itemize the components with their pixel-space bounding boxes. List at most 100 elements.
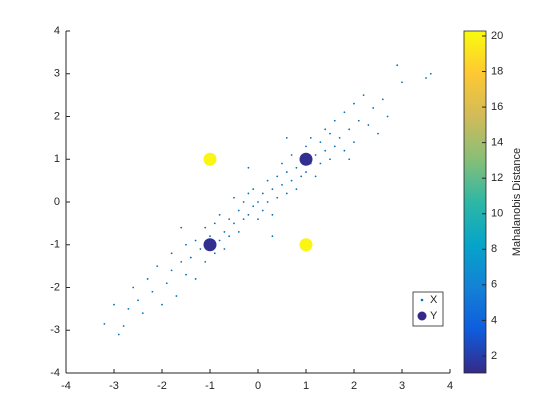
point <box>156 265 159 268</box>
colorbar-tick-label: 4 <box>491 314 497 326</box>
point <box>295 166 298 169</box>
point <box>161 303 163 306</box>
point <box>170 269 173 272</box>
point <box>285 171 288 173</box>
point <box>305 171 307 173</box>
point <box>309 136 312 139</box>
point <box>141 312 144 315</box>
colorbar-tick-label: 6 <box>491 279 497 291</box>
point <box>281 184 283 186</box>
y-tick-label: 0 <box>54 196 60 208</box>
colorbar-label: Mahalanobis Distance <box>511 148 523 256</box>
point <box>381 98 384 101</box>
point <box>396 64 399 67</box>
point <box>242 218 245 221</box>
point <box>218 213 221 216</box>
y-tick-label: 1 <box>54 153 60 165</box>
point <box>213 252 216 255</box>
point <box>165 282 168 285</box>
point <box>305 145 307 148</box>
point <box>204 226 207 229</box>
point <box>333 145 336 148</box>
colorbar-tick-label: 16 <box>491 101 503 113</box>
point <box>377 132 379 135</box>
point <box>247 166 250 169</box>
point <box>233 222 235 225</box>
point <box>257 218 259 221</box>
point <box>146 278 149 280</box>
point <box>343 149 346 152</box>
point <box>228 235 231 238</box>
legend <box>412 291 444 327</box>
point <box>180 226 183 229</box>
point <box>185 273 187 276</box>
point <box>295 188 298 191</box>
point <box>314 175 317 178</box>
point <box>257 201 259 203</box>
point <box>218 239 221 242</box>
point <box>271 235 274 238</box>
legend-label: Y <box>430 310 438 322</box>
point <box>228 218 231 221</box>
point <box>213 222 216 225</box>
point <box>185 243 187 246</box>
point <box>242 201 245 203</box>
x-tick-label: 0 <box>255 380 261 392</box>
colorbar-tick-label: 12 <box>491 172 503 184</box>
point <box>324 149 327 152</box>
point <box>319 162 322 165</box>
point <box>372 107 375 109</box>
y-tick-label: -1 <box>50 239 60 251</box>
point <box>209 235 211 238</box>
x-tick-label: -4 <box>61 380 71 392</box>
point <box>233 196 235 199</box>
point <box>103 322 106 325</box>
point <box>189 256 192 259</box>
point <box>194 278 197 280</box>
colorbar-tick-label: 14 <box>491 137 503 149</box>
point <box>324 128 327 131</box>
point <box>285 192 288 195</box>
point <box>247 192 250 195</box>
y-tick-label: 3 <box>54 68 60 80</box>
point <box>319 141 322 144</box>
point <box>329 132 331 135</box>
point <box>348 128 351 131</box>
point <box>348 158 351 161</box>
point <box>353 102 355 105</box>
point <box>343 111 346 114</box>
point <box>429 72 432 75</box>
point <box>333 119 336 122</box>
x-tick-label: -2 <box>157 380 167 392</box>
point <box>132 286 135 289</box>
point <box>247 213 250 216</box>
point <box>300 175 303 178</box>
point <box>266 201 269 203</box>
point <box>203 152 217 166</box>
colorbar-tick-label: 10 <box>491 208 503 220</box>
point <box>314 154 317 156</box>
point <box>113 303 115 306</box>
point <box>199 248 202 250</box>
point <box>386 115 389 118</box>
point <box>329 158 331 161</box>
point <box>223 248 226 250</box>
point <box>281 162 283 165</box>
point <box>237 231 240 233</box>
point <box>175 295 178 297</box>
y-tick-label: -2 <box>50 281 60 293</box>
point <box>170 252 173 255</box>
legend-label: X <box>430 294 438 306</box>
point <box>180 260 183 263</box>
point <box>203 238 217 252</box>
legend-marker <box>417 311 427 321</box>
point <box>357 119 360 122</box>
point <box>299 238 313 252</box>
point <box>137 299 139 302</box>
point <box>299 152 313 166</box>
y-tick-label: -3 <box>50 324 60 336</box>
point <box>252 188 255 191</box>
point <box>261 209 264 212</box>
point <box>261 192 264 195</box>
